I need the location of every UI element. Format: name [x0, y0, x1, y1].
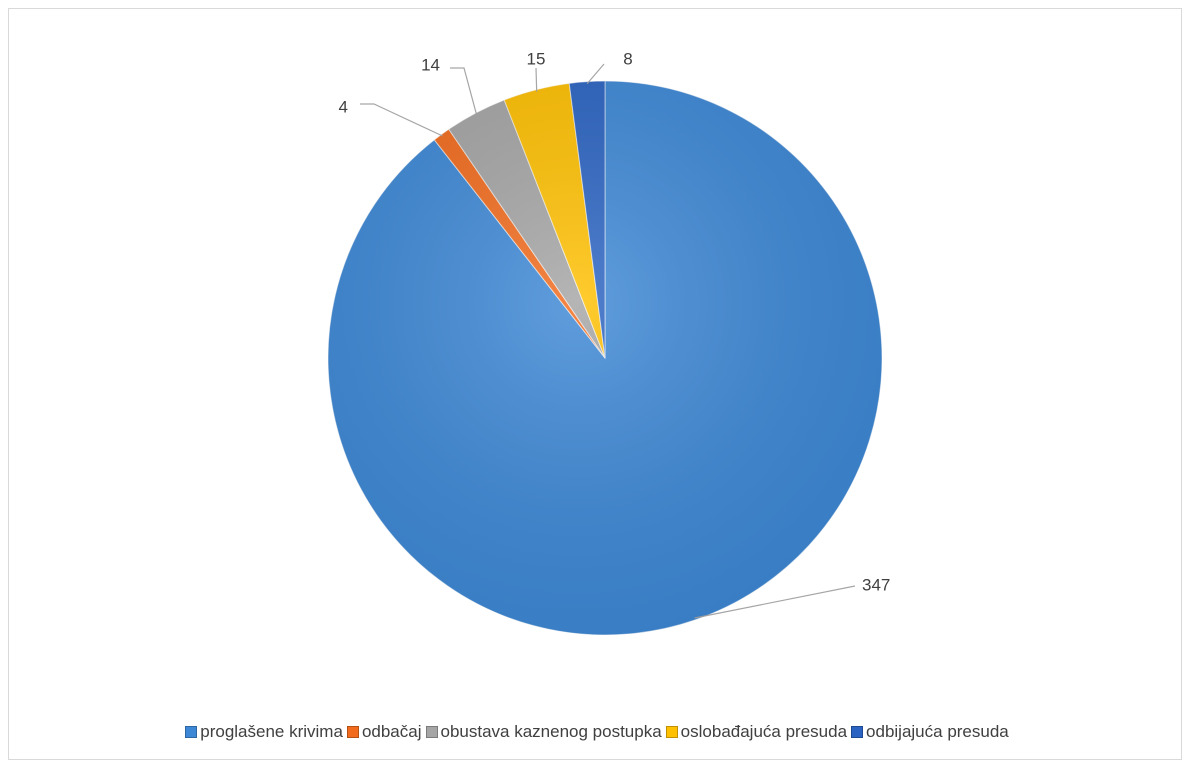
- legend-entry-1: proglašene krivima: [185, 722, 343, 742]
- legend-label-1: proglašene krivima: [200, 722, 343, 741]
- legend-swatch-1: [185, 726, 198, 738]
- leader-line-3: [450, 67, 478, 115]
- legend-label-4: oslobađajuća presuda: [680, 722, 848, 741]
- leader-line-4: [535, 67, 538, 92]
- legend-label-5: odbijajuća presuda: [866, 722, 1009, 741]
- data-label-1: 347: [862, 575, 890, 594]
- data-label-5: 8: [623, 49, 632, 68]
- legend-swatch-5: [851, 726, 864, 738]
- legend-entry-5: odbijajuća presuda: [851, 722, 1009, 742]
- legend-swatch-4: [665, 726, 678, 738]
- legend-label-3: obustava kaznenog postupka: [440, 722, 662, 741]
- data-label-4: 15: [527, 49, 546, 68]
- legend: proglašene krivima odbačaj obustava kaznen…: [0, 722, 1194, 742]
- legend-label-2: odbačaj: [361, 722, 422, 741]
- leader-line-2: [360, 103, 443, 137]
- legend-entry-3: obustava kaznenog postupka: [425, 722, 662, 742]
- legend-swatch-3: [425, 726, 438, 738]
- legend-entry-2: odbačaj: [346, 722, 422, 742]
- pie-slices: [327, 80, 883, 636]
- leader-line-5: [586, 63, 605, 84]
- data-label-3: 14: [421, 55, 440, 74]
- data-label-2: 4: [339, 97, 348, 116]
- legend-swatch-2: [346, 726, 359, 738]
- legend-entry-4: oslobađajuća presuda: [665, 722, 848, 742]
